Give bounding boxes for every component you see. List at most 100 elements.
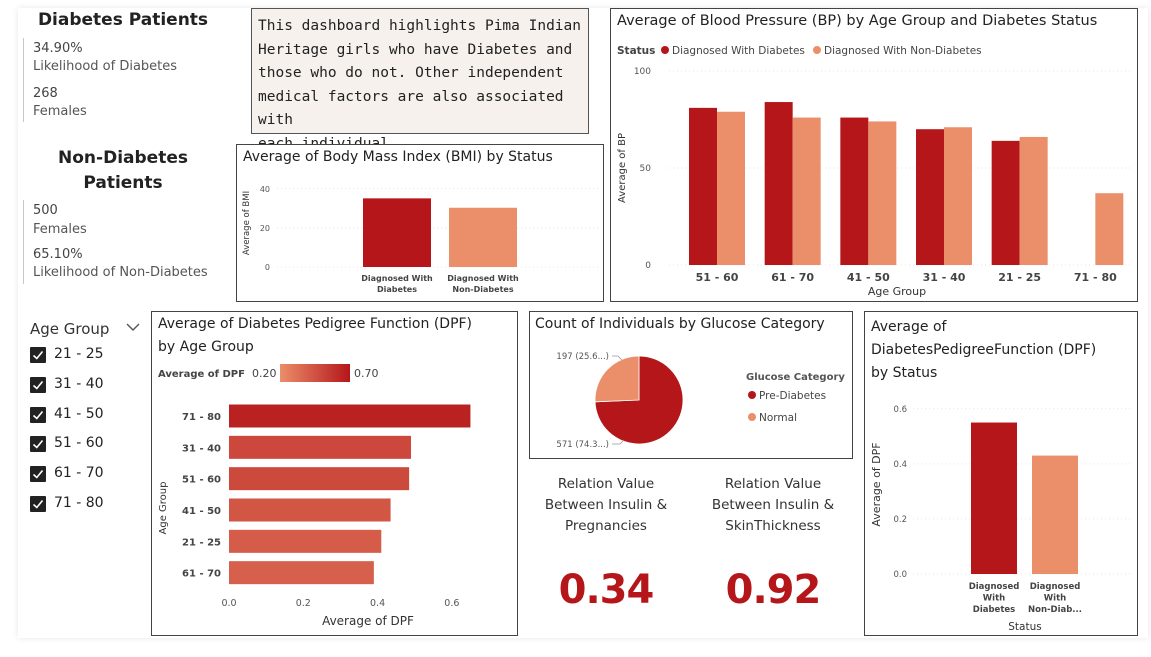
- checkmark-icon: [32, 440, 44, 450]
- relation-label-line: Between Insulin &: [544, 497, 668, 513]
- bp-chart-panel[interactable]: Average of Blood Pressure (BP) by Age Gr…: [610, 8, 1138, 302]
- bp-chart: Status Diagnosed With Diabetes Diagnosed W…: [617, 45, 1133, 298]
- bar: [229, 561, 374, 585]
- age-group-checkbox[interactable]: [30, 436, 46, 453]
- x-tick-label: Non-Diab...: [1028, 605, 1082, 615]
- y-tick-label: 0: [645, 261, 651, 271]
- checkmark-icon: [32, 470, 44, 479]
- dpf-status-chart-panel[interactable]: Average of DiabetesPedigreeFunction (DPF…: [864, 311, 1138, 636]
- x-tick-label: 31 - 40: [923, 271, 966, 284]
- legend-marker: [661, 46, 669, 54]
- bar: [449, 207, 517, 267]
- non-diabetes-likelihood-value: 65.10%: [33, 247, 83, 262]
- legend-entry: Diagnosed With Non-Diabetes: [824, 45, 982, 57]
- non-diabetes-count-value: 500: [33, 203, 58, 218]
- x-tick-label: 51 - 60: [696, 271, 739, 284]
- data-label: 571 (74.3...): [556, 440, 609, 450]
- age-group-checkbox[interactable]: [30, 406, 46, 423]
- bmi-chart: 0 20 40 Average of BMI Diagnosed With Diabete…: [242, 185, 599, 294]
- description-line: Heritage girls who have Diabetes and: [258, 41, 573, 58]
- x-tick-label: 0.0: [221, 598, 236, 609]
- y-tick-label: 20: [260, 224, 270, 233]
- bar: [229, 404, 471, 428]
- y-tick-label: 0.2: [893, 515, 907, 525]
- age-group-slicer-title: Age Group: [30, 320, 110, 338]
- x-tick-label: Diagnosed: [969, 582, 1020, 592]
- age-group-checkbox[interactable]: [30, 347, 46, 363]
- diabetes-count-value: 268: [33, 86, 58, 101]
- checkmark-icon: [32, 499, 44, 509]
- y-tick-label: 40: [260, 185, 270, 194]
- legend-max: 0.70: [354, 367, 379, 380]
- non-diabetes-likelihood-label: Likelihood of Non-Diabetes: [33, 265, 208, 280]
- age-group-option-label[interactable]: 41 - 50: [54, 405, 104, 422]
- bar: [689, 107, 717, 265]
- bp-chart-title: Average of Blood Pressure (BP) by Age Gr…: [617, 13, 1098, 29]
- age-group-option-label[interactable]: 21 - 25: [54, 346, 104, 362]
- x-tick-label: 41 - 50: [847, 271, 890, 284]
- dpf-age-chart-title-line1: Average of Diabetes Pedigree Function (D…: [158, 316, 473, 332]
- y-axis-label: Age Group: [158, 482, 169, 535]
- legend-marker: [813, 46, 821, 54]
- dpf-status-chart-title: Average of DiabetesPedigreeFunction (DPF…: [871, 316, 1096, 385]
- bar: [944, 127, 972, 265]
- x-tick-label: 0.2: [296, 598, 311, 609]
- non-diabetes-count-label: Females: [33, 222, 87, 237]
- x-tick-label: Diagnosed With: [361, 274, 433, 283]
- relation-label-line: Relation Value: [557, 476, 655, 492]
- x-axis-label: Status: [1008, 621, 1041, 633]
- label-leader: [612, 439, 625, 445]
- dpf-age-chart-panel[interactable]: Average of Diabetes Pedigree Function (D…: [151, 311, 518, 636]
- y-tick-label: 71 - 80: [182, 412, 221, 423]
- age-group-checkbox[interactable]: [30, 376, 46, 393]
- bar: [1019, 136, 1048, 265]
- y-axis-label: Average of BMI: [242, 191, 252, 255]
- dpf-age-chart-title-line2: by Age Group: [158, 339, 254, 355]
- age-group-checkbox[interactable]: [30, 496, 46, 512]
- age-group-option-label[interactable]: 51 - 60: [54, 435, 104, 452]
- non-diabetes-heading-line2: Patients: [83, 173, 163, 193]
- non-diabetes-heading-line1: Non-Diabetes: [58, 148, 188, 168]
- age-group-option-label[interactable]: 31 - 40: [54, 375, 104, 392]
- diabetes-patients-heading: Diabetes Patients: [37, 10, 209, 30]
- bar: [868, 121, 897, 265]
- age-group-checkbox[interactable]: [30, 466, 46, 483]
- x-axis-label: Average of DPF: [322, 614, 414, 628]
- legend-title: Average of DPF: [158, 369, 245, 380]
- glucose-pie-title: Count of Individuals by Glucose Category: [535, 316, 825, 332]
- bar: [1032, 455, 1078, 574]
- legend-entry: Pre-Diabetes: [759, 390, 826, 402]
- legend-title: Glucose Category: [746, 372, 845, 383]
- x-tick-label: 21 - 25: [998, 271, 1041, 284]
- relation-insulin-pregnancies-value: 0.34: [558, 567, 655, 613]
- title-line: Average of: [871, 319, 947, 335]
- age-group-option-label[interactable]: 71 - 80: [54, 495, 104, 511]
- age-group-option-label[interactable]: 61 - 70: [54, 465, 104, 482]
- bar: [792, 117, 821, 265]
- x-tick-label: 61 - 70: [771, 271, 814, 284]
- legend-marker: [748, 413, 756, 421]
- y-tick-label: 21 - 25: [182, 537, 221, 548]
- x-tick-label: Diabetes: [377, 285, 417, 294]
- data-label: 197 (25.6...): [556, 352, 609, 362]
- y-tick-label: 0.0: [893, 570, 907, 580]
- description-line: medical factors are also associated with: [258, 88, 564, 129]
- title-line: DiabetesPedigreeFunction (DPF): [871, 342, 1097, 358]
- glucose-pie-panel[interactable]: Count of Individuals by Glucose Category…: [529, 311, 853, 459]
- y-tick-label: 41 - 50: [182, 506, 221, 517]
- label-leader: [612, 355, 623, 361]
- legend-gradient-bar: [280, 364, 350, 382]
- y-tick-label: 31 - 40: [182, 443, 221, 454]
- y-tick-label: 0: [265, 263, 270, 272]
- bmi-chart-panel[interactable]: Average of Body Mass Index (BMI) by Stat…: [236, 144, 604, 302]
- relation-insulin-skinthickness-value: 0.92: [725, 567, 822, 613]
- y-tick-label: 0.6: [893, 405, 907, 415]
- x-tick-label: 0.4: [370, 598, 385, 609]
- legend-entry: Normal: [759, 412, 797, 424]
- x-tick-label: 0.6: [444, 598, 459, 609]
- bar: [1095, 193, 1124, 265]
- chevron-down-icon[interactable]: [126, 322, 140, 332]
- legend-marker: [748, 391, 756, 399]
